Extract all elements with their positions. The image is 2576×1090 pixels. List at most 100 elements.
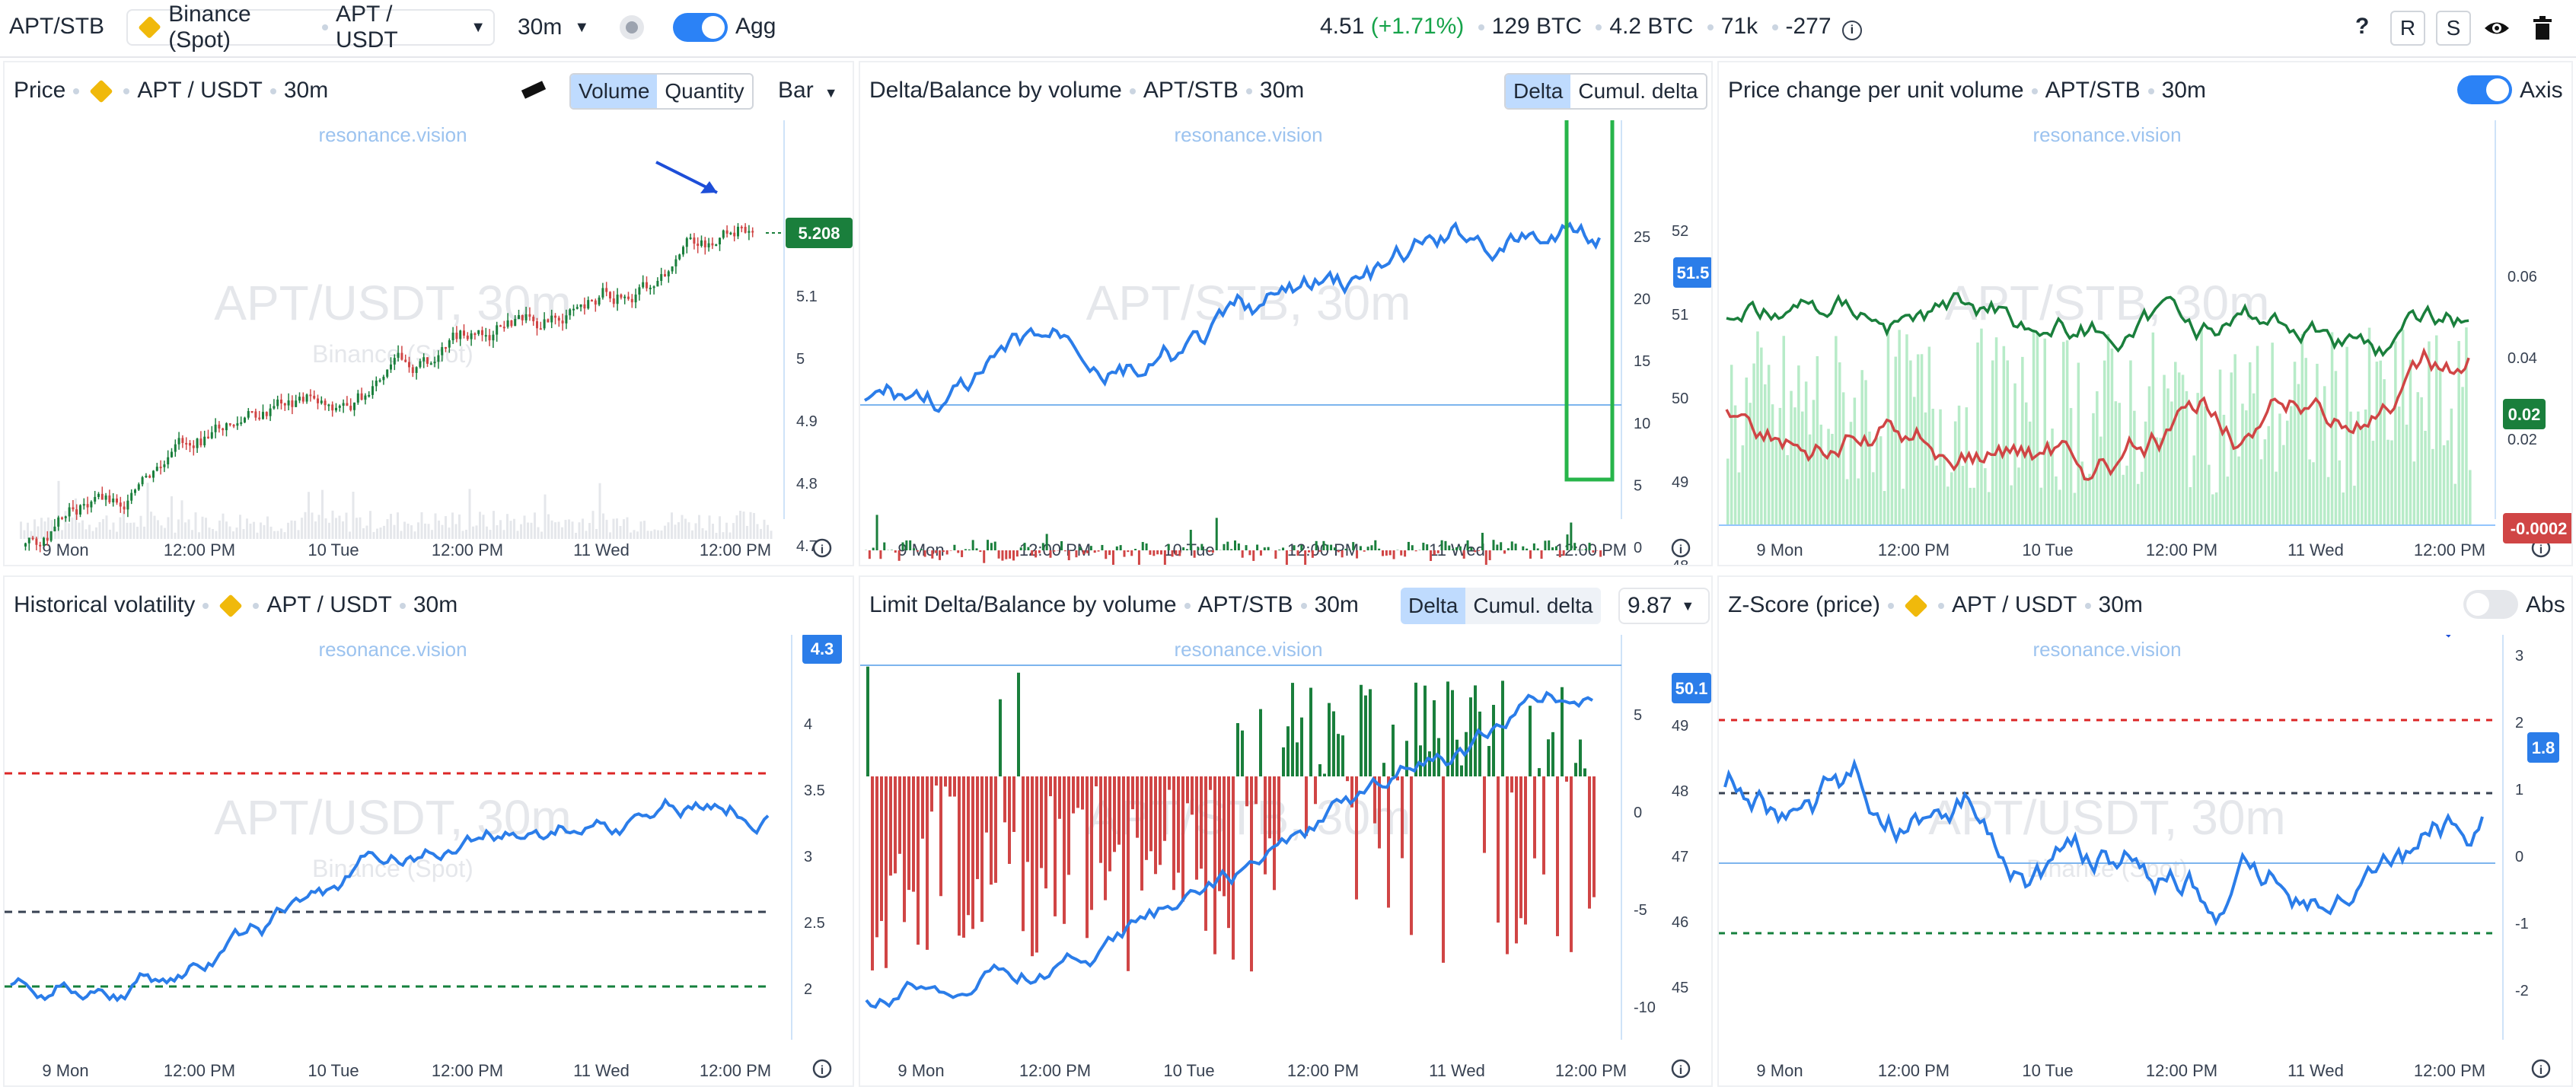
limit-value-select[interactable]: 9.87 ▼ [1618,588,1710,624]
x-tick-label: 11 Wed [1429,1061,1485,1080]
cumul-delta-tab[interactable]: Cumul. delta [1465,588,1601,624]
candle-body [199,438,202,446]
limit-delta-bar [1063,776,1066,924]
delta-bar [1484,550,1487,565]
volume-bar [746,525,748,539]
limit-delta-bar [980,776,984,923]
candle-body [575,307,579,309]
volume-bar [2338,460,2342,525]
volume-bar [468,489,471,539]
y-tick-label: 5 [1634,477,1642,494]
ruler-icon[interactable] [521,79,548,102]
pcpuv-chart[interactable]: resonance.vision APT/STB, 30m 9 Mon 12:00 P… [1719,120,2571,565]
help-button[interactable]: ? [2355,14,2370,39]
interval-select[interactable]: 30m ▼ [510,9,600,46]
volume-bar [116,531,118,539]
delta-bar [1510,541,1513,550]
candle-body [148,476,151,478]
limit-delta-bar [1076,776,1079,808]
volume-bar [2450,408,2453,525]
delta-bar [1153,550,1156,556]
candle-body [646,282,648,288]
eye-icon[interactable] [2483,17,2511,40]
trash-icon[interactable] [2532,15,2553,41]
abs-toggle[interactable] [2463,590,2518,619]
volume-bar [1927,346,1931,525]
axis-toggle[interactable] [2457,75,2512,104]
volume-bar [1916,354,1920,525]
quantity-button[interactable]: Quantity [665,79,744,103]
candle-body [437,355,440,362]
volume-bar [1965,407,1969,525]
candle-body [309,394,312,397]
volume-bar [602,513,604,539]
volume-bar [50,520,53,539]
delta-tab[interactable]: Delta [1401,588,1466,624]
limit-delta-bar [1538,768,1541,776]
volume-bar [2218,369,2222,525]
limit-delta-bar [1483,776,1486,853]
x-tick-label: 12:00 PM [700,540,771,559]
volume-bar [143,526,145,539]
volume-bar [400,531,403,539]
candle-body [75,509,78,515]
limit-delta-bar [1364,695,1367,776]
delta-bar [1400,550,1403,556]
limit-delta-bar [1223,776,1226,897]
x-tick-label: 10 Tue [1163,540,1214,559]
volume-bar [2080,461,2083,525]
candle-body [664,274,666,277]
price-chart[interactable]: resonance.vision APT/USDT, 30m Binance (Sp… [5,120,853,565]
bar-type-select[interactable]: Bar ▼ [778,78,838,103]
candle-body [126,500,129,510]
limit-delta-bar [1282,747,1285,776]
record-icon[interactable] [620,15,644,40]
agg-toggle[interactable] [673,13,728,42]
delta-bar [1407,541,1410,550]
limit-delta-bar [1360,684,1363,776]
exchange-symbol-select[interactable]: Binance (Spot) APT / USDT ▼ [126,2,495,53]
r-button[interactable]: R [2390,11,2425,46]
limit-delta-bar [1177,776,1180,873]
volume-bar [222,513,225,539]
delta-bar [1267,547,1270,550]
delta-bar [1584,549,1587,550]
volume-bar [359,517,362,539]
s-button[interactable]: S [2436,11,2471,46]
candle-body [678,254,681,260]
info-icon[interactable]: i [1841,21,1862,40]
volatility-chart[interactable]: resonance.vision APT/USDT, 30m Binance (Sp… [5,635,853,1085]
chevron-down-icon: ▼ [470,18,486,36]
volume-bar [2055,476,2058,525]
candle-body [524,314,528,320]
limit-delta-bar [958,776,961,936]
y-tick-label: 0.04 [2507,350,2537,367]
volume-bar [355,518,358,539]
candle-body [82,504,85,506]
volume-button[interactable]: Volume [571,75,658,108]
delta-bar [1492,540,1495,550]
delta-bar [883,542,886,550]
cumul-delta-tab[interactable]: Cumul. delta [1578,79,1698,103]
delta-bar [1462,550,1465,559]
candle-body [466,335,469,339]
watermark-symbol: APT/STB, 30m [1945,276,2270,330]
volume-bar [2002,346,2006,525]
watermark-exchange: Binance (Spot) [312,855,473,882]
volatility-line [10,797,770,1002]
delta-tab[interactable]: Delta [1506,75,1571,108]
candle-body [196,438,199,448]
volume-bar [2170,401,2173,525]
delta-bar [1215,518,1218,550]
volume-bar [1961,466,1965,525]
candle-body [693,237,696,244]
volume-bar [1860,370,1863,525]
volume-bar [54,528,56,539]
volume-bar [509,521,512,539]
volume-bar [465,529,467,539]
limit-delta-bar [1044,776,1047,889]
x-tick-label: 12:00 PM [2146,1061,2217,1080]
